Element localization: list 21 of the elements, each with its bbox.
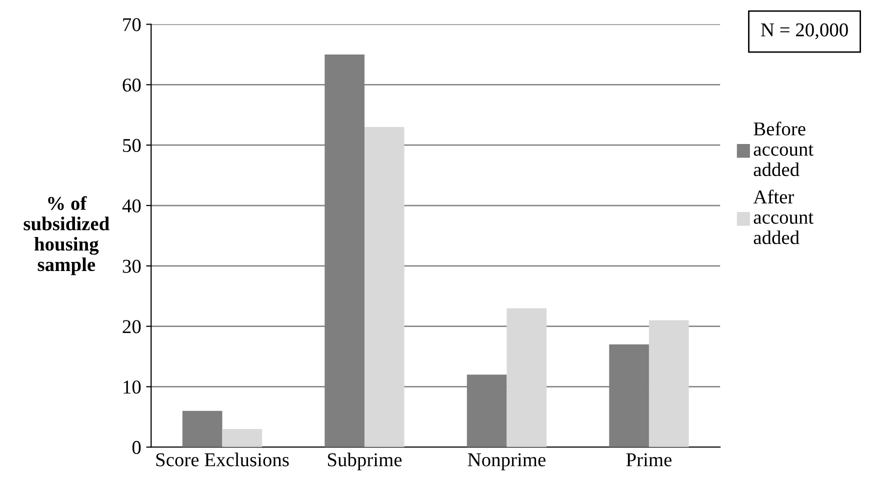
y-tick-label: 70 xyxy=(123,18,141,32)
text: N = 20,000 xyxy=(761,23,848,40)
bar xyxy=(648,320,689,448)
legend-label: After account added xyxy=(753,190,814,244)
y-tick-label: 20 xyxy=(122,320,141,334)
bar xyxy=(182,410,222,448)
legend-label: Before account added xyxy=(754,122,814,176)
y-axis-title: % of subsidized housing sample xyxy=(24,196,110,276)
x-tick-label: Prime xyxy=(626,453,672,466)
y-tick-label: 50 xyxy=(123,138,141,152)
y-tick-label: 40 xyxy=(122,199,141,212)
bar xyxy=(222,429,262,448)
x-tick-label: Score Exclusions xyxy=(156,452,289,466)
x-tick-label: Subprime xyxy=(328,452,402,470)
bar xyxy=(506,308,547,448)
y-tick-label: 60 xyxy=(122,78,141,92)
y-tick-label: 0 xyxy=(132,440,141,454)
y-tick-label: 10 xyxy=(124,380,141,394)
y-tick-label: 30 xyxy=(122,260,141,273)
bar xyxy=(364,126,404,448)
x-tick-label: Nonprime xyxy=(468,453,546,470)
